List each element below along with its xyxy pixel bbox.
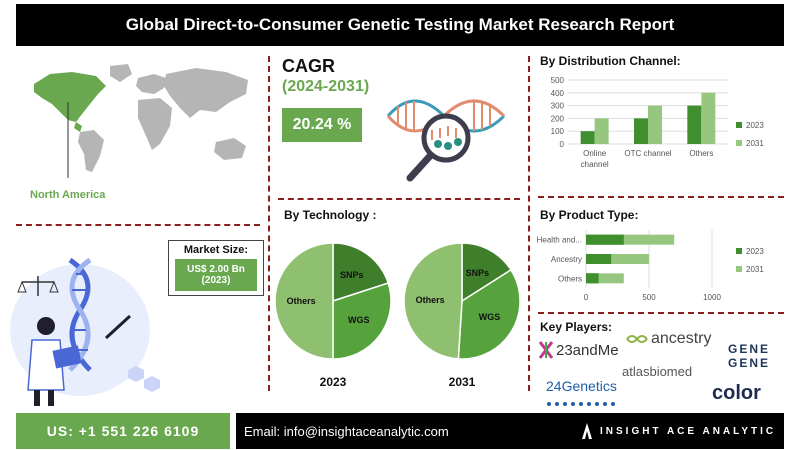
x-tick-label: channel <box>581 160 609 169</box>
footer-phone: US: +1 551 226 6109 <box>16 413 230 449</box>
divider-mid-h <box>278 198 520 200</box>
y-tick-label: 400 <box>551 89 565 98</box>
pie-slice-snps <box>461 242 513 303</box>
player-24genetics-label: 24Genetics <box>546 378 617 394</box>
pie-year-label: 2023 <box>320 375 347 389</box>
bar-2031 <box>594 118 609 144</box>
product-type-chart: 0 500 1000 Health and... Ancestry Others 2023 2… <box>537 230 764 302</box>
player-gene-label-2: GENE <box>728 356 771 370</box>
market-size-value-line2: (2023) <box>201 275 231 286</box>
market-size-value-line1: US$ 2.00 Bn <box>187 264 245 275</box>
divider-left-h <box>16 224 260 226</box>
pie-slice-others <box>274 242 334 360</box>
player-ancestry-label: ancestry <box>651 330 712 347</box>
legend-swatch <box>736 122 742 128</box>
page-title: Global Direct-to-Consumer Genetic Testin… <box>16 4 784 46</box>
y-tick-label: Ancestry <box>551 255 582 264</box>
pie-slice-label: WGS <box>348 315 370 325</box>
pie-slice-wgs <box>332 282 392 360</box>
24genetics-dots-icon <box>547 402 615 406</box>
footer-phone-text: US: +1 551 226 6109 <box>46 423 200 439</box>
key-players-title: Key Players: <box>540 320 613 334</box>
bar-2031 <box>701 92 716 144</box>
distribution-chart-title: By Distribution Channel: <box>540 54 681 68</box>
x-tick-label: OTC channel <box>624 149 671 158</box>
y-tick-label: Health and... <box>537 236 582 245</box>
cagr-value: 20.24 % <box>282 108 362 142</box>
ancestry-logo-icon <box>626 335 648 343</box>
pie-slice-label: Others <box>416 295 445 305</box>
footer-email: Email: info@insightaceanalytic.com <box>244 424 449 439</box>
y-tick-label: 500 <box>551 76 565 85</box>
market-size-value: US$ 2.00 Bn (2023) <box>175 259 257 291</box>
player-genebygene: GENE GENE <box>728 342 770 370</box>
scientist-illustration <box>10 257 160 406</box>
legend-swatch <box>736 248 742 254</box>
x-tick-label: Online <box>583 149 607 158</box>
divider-right-h1 <box>538 196 784 198</box>
legend-swatch <box>736 140 742 146</box>
x-tick-label: 500 <box>642 293 656 302</box>
title-text: Global Direct-to-Consumer Genetic Testin… <box>125 15 675 34</box>
legend-label: 2023 <box>746 247 764 256</box>
pie-slice-label: WGS <box>479 312 501 322</box>
insightace-logo-icon <box>582 423 592 439</box>
technology-pie-charts: SNPs WGS Others 2023 SNPs WGS Others 2031 <box>274 242 521 389</box>
y-tick-label: Others <box>558 274 582 283</box>
region-label: North America <box>30 189 106 201</box>
y-tick-label: 300 <box>551 102 565 111</box>
y-tick-label: 100 <box>551 127 565 136</box>
bar-2023 <box>580 131 595 144</box>
y-tick-label: 200 <box>551 114 565 123</box>
x-tick-label: 1000 <box>703 293 721 302</box>
pie-year-label: 2031 <box>449 375 476 389</box>
market-size-card: Market Size: US$ 2.00 Bn (2023) <box>168 240 264 296</box>
pie-slice-label: SNPs <box>466 268 490 278</box>
legend-swatch <box>736 266 742 272</box>
cagr-period: (2024-2031) <box>282 78 370 95</box>
cagr-title: CAGR <box>282 56 335 76</box>
player-ancestry: ancestry <box>626 330 711 348</box>
x-tick-label: 0 <box>584 293 589 302</box>
market-size-label: Market Size: <box>183 244 249 256</box>
product-chart-title: By Product Type: <box>540 208 639 222</box>
player-23andme: 23andMe <box>538 340 619 360</box>
footer-bar: Email: info@insightaceanalytic.com INSIG… <box>236 413 784 449</box>
pie-slice-snps <box>332 242 390 303</box>
pie-slice-wgs <box>457 268 521 360</box>
pie-slice-label: Others <box>287 296 316 306</box>
dna-magnifier-icon <box>386 99 506 182</box>
bar-2023-front <box>586 273 599 284</box>
world-map-icon <box>34 64 248 178</box>
legend-label: 2031 <box>746 139 764 148</box>
pie-slice-others <box>403 242 463 360</box>
divider-left <box>268 56 270 391</box>
player-atlasbiomed: atlasbiomed <box>622 364 693 379</box>
y-tick-label: 0 <box>560 140 565 149</box>
divider-right <box>528 56 530 391</box>
bar-2031 <box>586 234 675 245</box>
legend-label: 2031 <box>746 265 764 274</box>
pie-slice-label: SNPs <box>340 270 364 280</box>
player-24genetics: 24Genetics <box>546 378 617 410</box>
x-tick-label: Others <box>689 149 713 158</box>
bar-2023 <box>687 105 702 144</box>
technology-chart-title: By Technology : <box>284 208 377 222</box>
player-23andme-label: 23andMe <box>556 341 619 359</box>
bar-2031 <box>586 254 649 264</box>
footer-brand: INSIGHT ACE ANALYTIC <box>600 426 777 437</box>
bar-2023-front <box>586 234 624 245</box>
divider-right-h2 <box>538 312 784 314</box>
legend-label: 2023 <box>746 121 764 130</box>
distribution-channel-chart: 0 100 200 300 400 500 Online channel OTC channel… <box>551 76 765 169</box>
bar-2023 <box>634 118 648 144</box>
player-color: color <box>712 382 761 404</box>
player-gene-label-1: GENE <box>728 342 771 356</box>
23andme-logo-icon <box>538 341 554 359</box>
bar-2031 <box>586 273 624 284</box>
bar-2031 <box>648 105 662 144</box>
bar-2023-front <box>586 254 612 264</box>
